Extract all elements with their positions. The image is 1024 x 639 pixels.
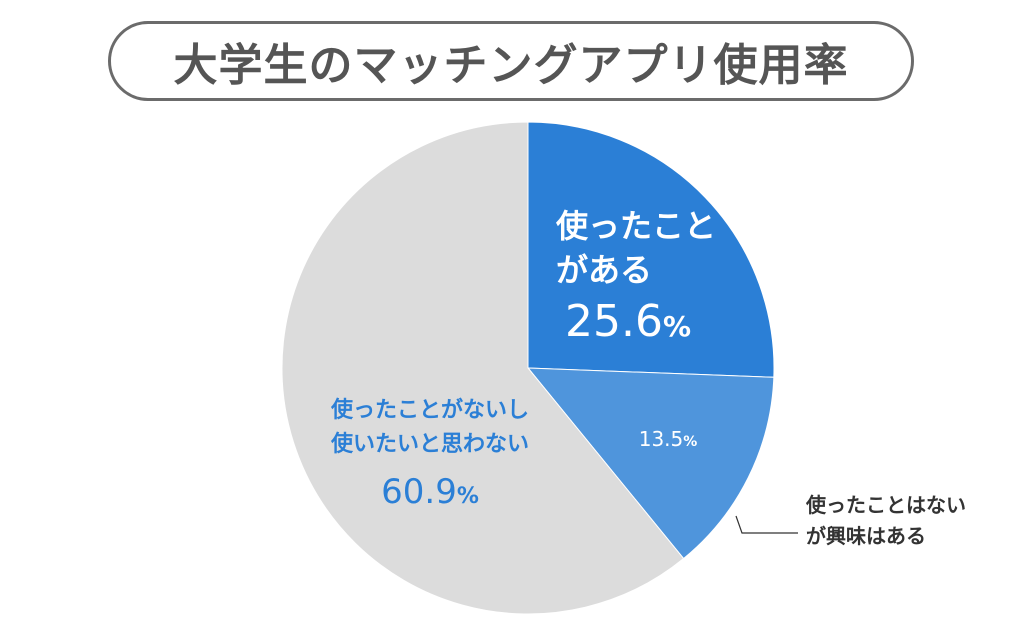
- slice-2-label-line-2: 使いたいと思わない: [330, 432, 529, 457]
- slice-0-value: 25.6%: [565, 296, 691, 347]
- slice-1-value: 13.5%: [639, 427, 698, 451]
- chart-title: 大学生のマッチングアプリ使用率: [173, 40, 849, 91]
- title-box: 大学生のマッチングアプリ使用率: [108, 21, 914, 101]
- pie-slices: [281, 121, 775, 615]
- pie-slice-0: [527, 121, 775, 378]
- slice-2-value: 60.9%: [381, 472, 479, 512]
- slice-0-label-line-2: がある: [556, 251, 652, 289]
- slice-2-label-line-1: 使ったことがないし: [330, 397, 529, 423]
- slice-1-leader-line: [735, 515, 798, 534]
- slice-1-label-line-1: 使ったことはない: [805, 493, 966, 517]
- slice-0-label-line-1: 使ったこと: [555, 207, 716, 245]
- pie-slice-1: [526, 367, 775, 560]
- slice-1-label-line-2: が興味はある: [806, 524, 926, 548]
- pie-slice-2: [281, 121, 685, 615]
